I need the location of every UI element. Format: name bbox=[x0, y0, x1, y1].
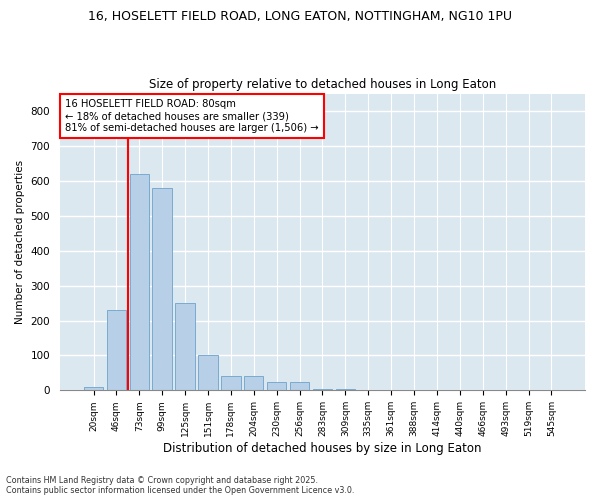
X-axis label: Distribution of detached houses by size in Long Eaton: Distribution of detached houses by size … bbox=[163, 442, 482, 455]
Bar bbox=[175, 303, 195, 390]
Text: Contains HM Land Registry data © Crown copyright and database right 2025.
Contai: Contains HM Land Registry data © Crown c… bbox=[6, 476, 355, 495]
Title: Size of property relative to detached houses in Long Eaton: Size of property relative to detached ho… bbox=[149, 78, 496, 91]
Bar bbox=[152, 188, 172, 390]
Bar bbox=[313, 388, 332, 390]
Bar bbox=[107, 310, 126, 390]
Bar bbox=[221, 376, 241, 390]
Bar bbox=[198, 356, 218, 390]
Bar bbox=[130, 174, 149, 390]
Bar bbox=[267, 382, 286, 390]
Bar bbox=[84, 387, 103, 390]
Bar bbox=[244, 376, 263, 390]
Text: 16, HOSELETT FIELD ROAD, LONG EATON, NOTTINGHAM, NG10 1PU: 16, HOSELETT FIELD ROAD, LONG EATON, NOT… bbox=[88, 10, 512, 23]
Y-axis label: Number of detached properties: Number of detached properties bbox=[15, 160, 25, 324]
Text: 16 HOSELETT FIELD ROAD: 80sqm
← 18% of detached houses are smaller (339)
81% of : 16 HOSELETT FIELD ROAD: 80sqm ← 18% of d… bbox=[65, 100, 319, 132]
Bar bbox=[290, 382, 309, 390]
